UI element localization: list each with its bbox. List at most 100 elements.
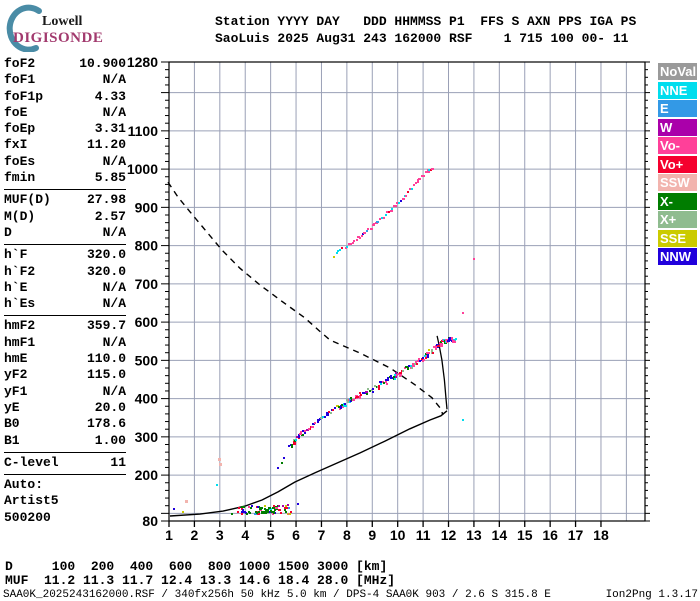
x-tick-label: 10 [390, 527, 406, 543]
param-name: foE [4, 104, 28, 120]
measurement-header: Station YYYY DAY DDD HHMMSS P1 FFS S AXN… [215, 13, 636, 47]
param-name: yF1 [4, 383, 28, 399]
color-legend: NoVal NNE E W Vo- Vo+ SSW X- X+ SSE NNW [658, 63, 698, 267]
param-name: foF1p [4, 88, 44, 104]
param-value: 320.0 [86, 263, 126, 279]
param-row-foF2: foF2 10.900 [4, 56, 126, 72]
x-tick-label: 12 [441, 527, 457, 543]
trace-es-e-region-cluster [231, 505, 292, 515]
param-value: 27.98 [86, 192, 126, 208]
param-value: 11 [110, 454, 126, 470]
param-row-h`E: h`E N/A [4, 280, 126, 296]
param-value: N/A [102, 224, 126, 240]
y-tick-label: 300 [135, 429, 159, 445]
logo-digisonde-text: DIGISONDE [13, 30, 104, 46]
param-row-hmF1: hmF1 N/A [4, 335, 126, 351]
header-line-2: SaoLuis 2025 Aug31 243 162000 RSF 1 715 … [215, 31, 629, 46]
param-row-fmin: fmin 5.85 [4, 170, 126, 186]
legend-item-Vo-: Vo- [658, 137, 697, 154]
y-tick-label: 80 [142, 513, 158, 529]
param-row-foF1: foF1 N/A [4, 72, 126, 88]
x-tick-label: 14 [492, 527, 508, 543]
y-tick-label: 800 [135, 238, 159, 254]
param-row-B1: B1 1.00 [4, 433, 126, 449]
param-name: h`E [4, 279, 28, 295]
y-tick-label: 500 [135, 352, 159, 368]
y-tick-label: 1000 [127, 161, 158, 177]
param-name: D [4, 224, 12, 240]
program-version: Ion2Png 1.3.17 [605, 589, 698, 601]
x-tick-label: 15 [517, 527, 533, 543]
muf-dashed-curve [167, 181, 444, 416]
electron-density-profile [169, 410, 448, 517]
file-info-line: SAA0K_2025243162000.RSF / 340fx256h 50 k… [3, 589, 551, 601]
param-value: 4.33 [94, 88, 126, 104]
param-name: B0 [4, 416, 20, 432]
legend-item-NNE: NNE [658, 81, 697, 99]
legend-label: SSE [660, 230, 687, 246]
trace-es-green-blob [255, 507, 276, 514]
param-row-yF2: yF2 115.0 [4, 367, 126, 383]
legend-label: E [660, 101, 669, 116]
x-tick-label: 4 [241, 527, 249, 543]
param-value: N/A [102, 279, 126, 295]
param-name: hmF2 [4, 318, 36, 334]
param-name: foF1 [4, 72, 36, 88]
x-tick-label: 16 [542, 527, 558, 543]
param-row-foF1p: foF1p 4.33 [4, 89, 126, 105]
x-tick-label: 11 [416, 527, 431, 543]
logo-lowell-text: Lowell [42, 14, 83, 29]
legend-label: NNW [660, 249, 692, 264]
legend-item-SSW: SSW [658, 174, 697, 191]
param-value: N/A [102, 334, 126, 350]
param-row-yF1: yF1 N/A [4, 384, 126, 400]
param-row-D: D N/A [4, 225, 126, 241]
legend-label: NoVal [660, 64, 697, 79]
legend-label: Vo- [660, 138, 680, 153]
y-tick-label: 700 [135, 276, 159, 292]
x-tick-label: 3 [216, 527, 224, 543]
muf-row: MUF 11.2 11.3 11.7 12.4 13.3 14.6 18.4 2… [5, 573, 396, 588]
param-name: MUF(D) [4, 192, 51, 208]
param-row-MUF(D): MUF(D) 27.98 [4, 192, 126, 208]
param-value: N/A [102, 72, 126, 88]
y-tick-label: 1280 [127, 54, 158, 70]
legend-item-Vo+: Vo+ [658, 155, 697, 173]
param-row-h`F: h`F 320.0 [4, 247, 126, 263]
x-tick-label: 8 [343, 527, 351, 543]
param-value: N/A [102, 296, 126, 312]
param-value: 5.85 [94, 170, 126, 186]
panel-divider [4, 474, 126, 476]
param-name: fmin [4, 170, 36, 186]
param-row-foE: foE N/A [4, 105, 126, 121]
y-tick-label: 900 [135, 199, 159, 215]
param-name: foF2 [4, 56, 36, 71]
y-tick-label: 1100 [128, 123, 159, 139]
legend-item-NNW: NNW [658, 248, 697, 265]
legend-item-X-: X- [658, 192, 697, 210]
param-name: C-level [4, 454, 59, 470]
panel-divider [4, 189, 126, 191]
param-row-C-level: C-level 11 [4, 455, 126, 471]
panel-divider [4, 451, 126, 453]
stray-points [173, 256, 475, 513]
auto-scaling-line: Artist5 [4, 493, 59, 509]
param-name: hmE [4, 351, 28, 367]
y-tick-label: 400 [135, 391, 159, 407]
param-name: foEs [4, 153, 36, 169]
trace-f-layer-echo-trace [290, 337, 456, 448]
param-value: 3.31 [94, 121, 126, 137]
auto-scaling-line: Auto: [4, 477, 44, 493]
axis-ticks [161, 61, 650, 527]
param-row-fxI: fxI 11.20 [4, 137, 126, 153]
x-tick-label: 13 [466, 527, 482, 543]
param-value: 359.7 [86, 318, 126, 334]
x-axis-labels: 1 2 3 4 5 6 7 8 9 10 11 12 13 14 15 16 17 18 [165, 527, 609, 543]
y-tick-label: 600 [135, 314, 159, 330]
param-name: foEp [4, 121, 36, 137]
legend-label: X+ [660, 212, 677, 227]
x-tick-label: 9 [368, 527, 376, 543]
param-value: N/A [102, 383, 126, 399]
legend-item-X+: X+ [658, 211, 697, 228]
